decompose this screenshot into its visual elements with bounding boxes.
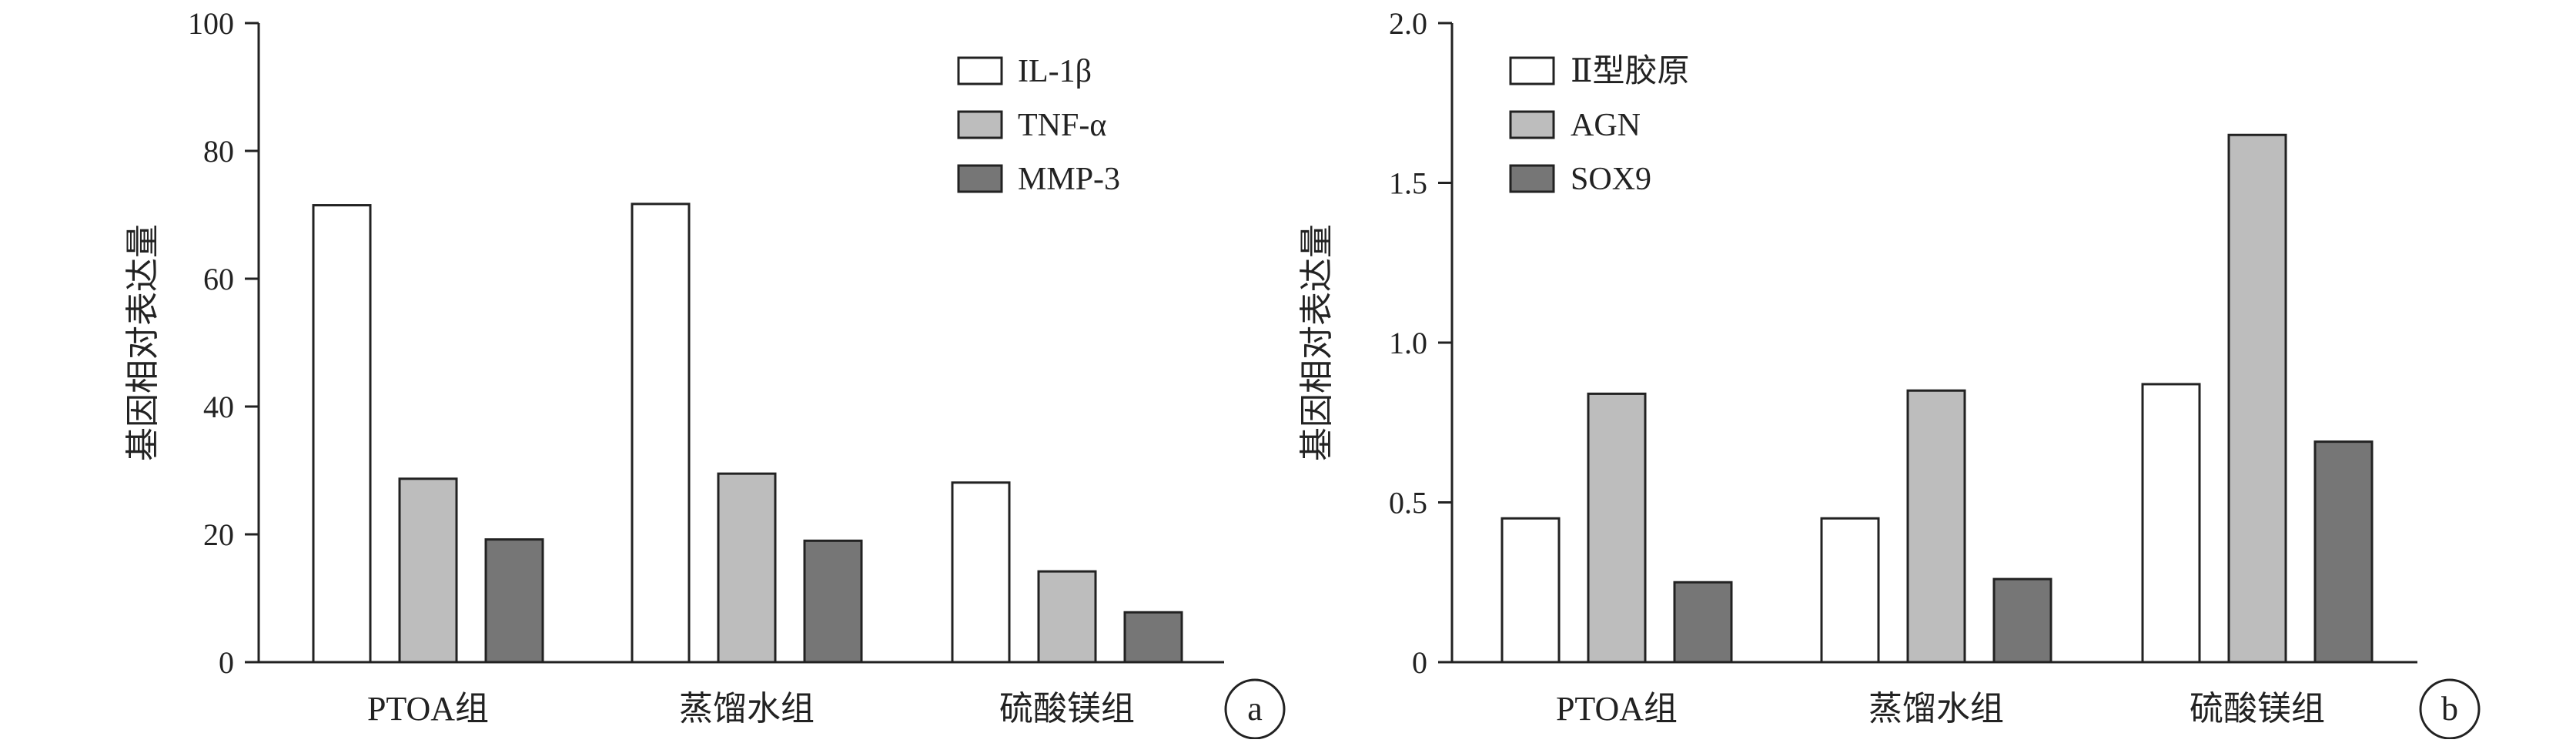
- bar-3-1: [2141, 383, 2201, 664]
- x-category-label: 硫酸镁组: [2190, 690, 2325, 728]
- chart-panel-a: 0 20 40 60 80 100 基因相对表达量 PTOA组 蒸馏水组 硫酸镁组 IL-1β TNF…: [124, 6, 1286, 740]
- legend-swatch: [1509, 56, 1555, 85]
- x-category-label: PTOA组: [1556, 690, 1678, 728]
- y-tick-label: 1.0: [1389, 326, 1427, 360]
- legend-swatch: [1509, 110, 1555, 139]
- bar-2-2: [1906, 389, 1966, 664]
- bar-2-2: [717, 472, 777, 664]
- y-tick-label: 0.5: [1389, 486, 1427, 520]
- legend-swatch: [957, 164, 1003, 193]
- y-tick-label: 100: [188, 6, 234, 41]
- bar-3-1: [951, 481, 1011, 664]
- y-axis-title: 基因相对表达量: [124, 224, 162, 461]
- legend-swatch: [957, 56, 1003, 85]
- bar-2-1: [1820, 517, 1880, 664]
- bar-2-3: [1992, 577, 2052, 664]
- bar-2-3: [803, 539, 863, 664]
- bar-3-2: [2227, 133, 2287, 664]
- y-tick-label: 20: [203, 517, 234, 552]
- bar-1-1: [312, 204, 372, 664]
- y-tick-label: 2.0: [1389, 6, 1427, 41]
- x-category-label: 蒸馏水组: [679, 690, 815, 728]
- panel-letter-circle: [2419, 678, 2481, 740]
- x-category-label: PTOA组: [367, 690, 489, 728]
- legend-swatch: [1509, 164, 1555, 193]
- y-tick-label: 0: [1412, 645, 1427, 680]
- y-tick-label: 60: [203, 262, 234, 296]
- x-category-label: 蒸馏水组: [1868, 690, 2004, 728]
- legend-label: AGN: [1571, 108, 1641, 143]
- bar-2-1: [631, 202, 691, 664]
- panel-letter: b: [2441, 690, 2458, 728]
- y-axis-title: 基因相对表达量: [1298, 224, 1336, 461]
- legend-label: Ⅱ型胶原: [1571, 53, 1690, 89]
- chart-panel-b: 0 0.5 1.0 1.5 2.0 基因相对表达量 PTOA组 蒸馏水组 硫酸镁组 Ⅱ型胶原 AGN…: [1298, 6, 2481, 740]
- bar-1-1: [1500, 517, 1561, 664]
- panel-letter-circle: [1224, 678, 1286, 740]
- legend-label: SOX9: [1571, 162, 1651, 197]
- legend-label: IL-1β: [1018, 54, 1092, 89]
- legend-label: MMP-3: [1018, 162, 1120, 197]
- bar-3-2: [1037, 570, 1097, 664]
- legend-label: TNF-α: [1018, 108, 1106, 143]
- bar-1-2: [1587, 392, 1647, 664]
- panel-letter: a: [1247, 690, 1263, 728]
- bar-3-3: [2313, 440, 2374, 664]
- y-tick-label: 80: [203, 134, 234, 169]
- y-tick-label: 0: [219, 645, 234, 680]
- x-category-label: 硫酸镁组: [999, 690, 1135, 728]
- bar-1-2: [398, 477, 458, 664]
- bar-3-3: [1123, 611, 1183, 664]
- y-tick-label: 40: [203, 390, 234, 424]
- bar-1-3: [1673, 581, 1733, 664]
- bar-1-3: [484, 538, 544, 664]
- y-tick-label: 1.5: [1389, 166, 1427, 201]
- legend-swatch: [957, 110, 1003, 139]
